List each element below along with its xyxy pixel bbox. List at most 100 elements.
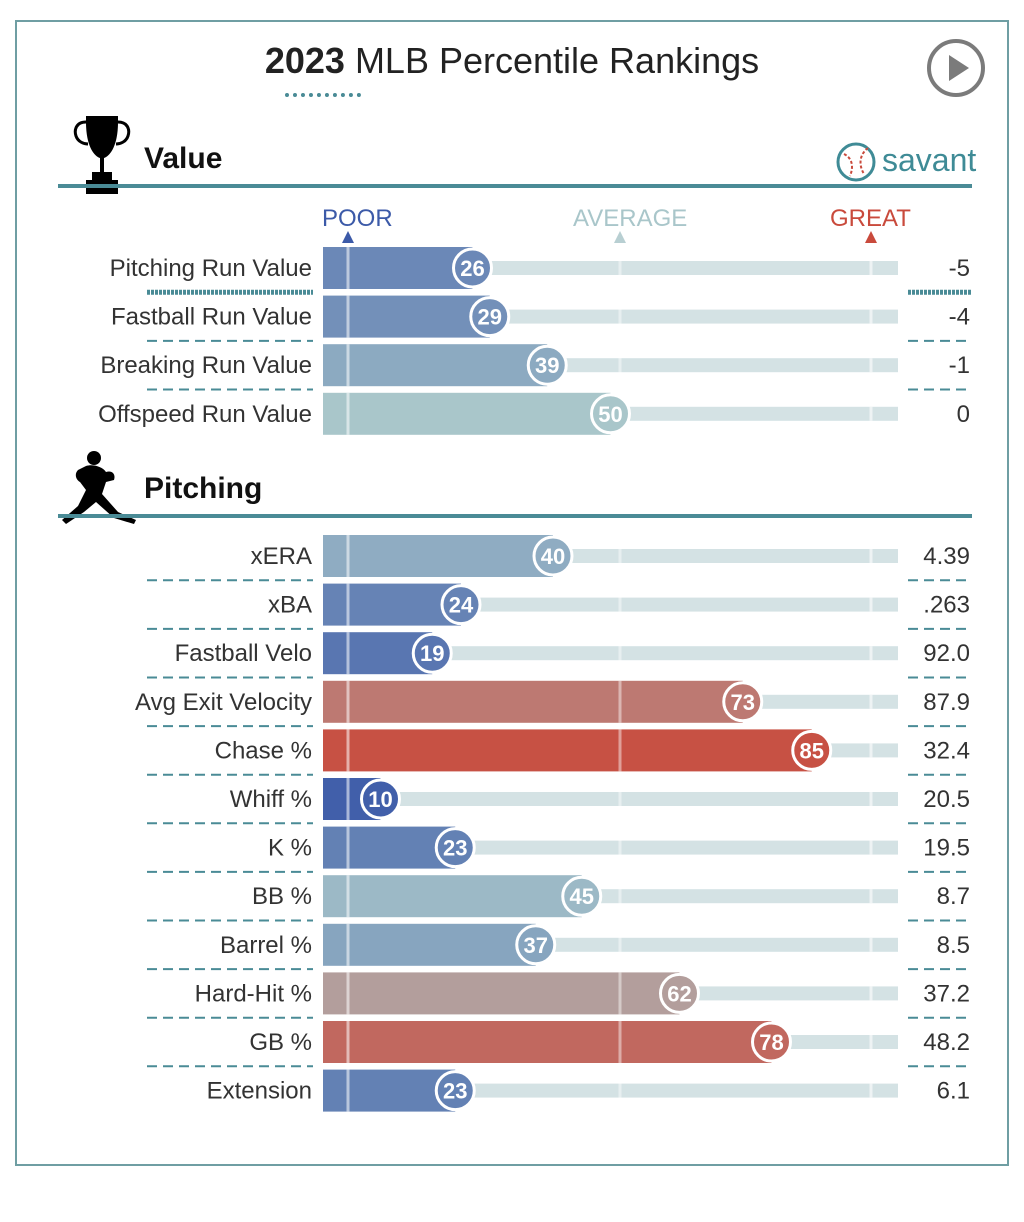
percentile-label: 24 (449, 593, 474, 618)
play-icon (949, 55, 969, 81)
metric-label: Fastball Velo (175, 640, 312, 667)
great-marker (865, 231, 877, 243)
baseball-icon (836, 142, 876, 182)
percentile-label: 45 (570, 884, 594, 909)
percentile-label: 78 (759, 1030, 783, 1055)
metric-value: -5 (949, 255, 970, 282)
percentile-bar (323, 1069, 456, 1112)
percentile-bar (323, 535, 553, 577)
average-marker (614, 231, 626, 243)
poor-marker (342, 231, 354, 243)
metric-label: Barrel % (220, 932, 312, 959)
percentile-bar (323, 729, 812, 772)
metric-label: Extension (207, 1078, 312, 1105)
percentile-bar (323, 295, 490, 338)
percentile-bubble (526, 344, 568, 386)
percentile-bubble (360, 778, 401, 820)
percentile-bubble (515, 924, 557, 966)
section-divider-pitching (58, 514, 972, 518)
percentile-bubble (590, 393, 631, 435)
page-title: 2023 MLB Percentile Rankings (0, 40, 1024, 82)
percentile-bubble (469, 296, 511, 338)
metric-label: Avg Exit Velocity (135, 689, 312, 716)
percentile-label: 23 (443, 1079, 467, 1104)
percentile-bar (323, 344, 548, 387)
metric-label: Whiff % (230, 786, 312, 813)
metric-value: 48.2 (923, 1029, 970, 1056)
metric-value: 19.5 (923, 835, 970, 862)
metric-value: 8.5 (937, 932, 970, 959)
percentile-bar (323, 875, 582, 918)
percentile-label: 50 (598, 402, 622, 427)
metric-label: Hard-Hit % (195, 980, 312, 1007)
section-title-pitching: Pitching (144, 472, 263, 505)
percentile-label: 62 (667, 981, 691, 1006)
percentile-label: 39 (535, 353, 559, 378)
percentile-bubble (659, 972, 700, 1014)
metric-value: -4 (949, 304, 970, 331)
metric-label: Fastball Run Value (111, 304, 312, 331)
metric-value: 92.0 (923, 640, 970, 667)
metric-value: .263 (923, 592, 970, 619)
brand-logo[interactable]: savant (882, 142, 977, 178)
percentile-label: 19 (420, 641, 444, 666)
metric-value: 20.5 (923, 786, 970, 813)
percentile-label: 73 (731, 690, 755, 715)
metric-value: 8.7 (937, 883, 970, 910)
percentile-bubble (411, 632, 453, 674)
percentile-label: 40 (541, 544, 565, 569)
metric-value: 37.2 (923, 980, 970, 1007)
percentile-bubble (452, 247, 493, 289)
metric-value: 4.39 (923, 543, 970, 570)
metric-value: 32.4 (923, 737, 970, 764)
legend-poor: POOR (322, 205, 393, 232)
percentile-bar (323, 923, 536, 966)
section-title-value: Value (144, 142, 223, 175)
title-underline (285, 93, 361, 100)
percentile-bubble (751, 1021, 792, 1063)
metric-value: 6.1 (937, 1078, 970, 1105)
title-year: 2023 (264, 40, 345, 81)
metric-label: K % (268, 835, 312, 862)
play-button[interactable] (926, 38, 986, 98)
percentile-bar (323, 680, 743, 723)
percentile-label: 85 (800, 738, 824, 763)
metric-label: Offspeed Run Value (98, 401, 312, 428)
metric-label: xBA (268, 592, 312, 619)
percentile-label: 37 (524, 933, 548, 958)
metric-label: GB % (249, 1029, 312, 1056)
percentile-bar (323, 583, 461, 626)
percentile-label: 10 (368, 787, 392, 812)
percentile-bubble (722, 681, 764, 723)
metric-label: Chase % (215, 737, 312, 764)
percentile-bar (323, 972, 680, 1015)
percentile-bar (323, 392, 611, 435)
percentile-bubble (434, 827, 476, 869)
metric-value: 0 (957, 401, 970, 428)
bar-track (323, 792, 898, 806)
section-divider-value (58, 184, 972, 188)
percentile-bubble (561, 875, 603, 917)
percentile-label: 23 (443, 836, 467, 861)
metric-value: 87.9 (923, 689, 970, 716)
legend-average: AVERAGE (573, 205, 688, 232)
legend-great: GREAT (830, 205, 911, 232)
percentile-bubble (532, 535, 574, 577)
title-text: MLB Percentile Rankings (344, 40, 760, 81)
pitcher-icon (62, 451, 136, 524)
metric-label: BB % (252, 883, 312, 910)
percentile-label: 26 (460, 256, 484, 281)
percentile-bubble (791, 729, 833, 771)
metric-value: -1 (949, 352, 970, 379)
percentile-bubble (434, 1070, 476, 1112)
percentile-bar (323, 1021, 772, 1063)
bar-track (323, 646, 898, 661)
percentile-bubble (440, 584, 482, 626)
metric-label: xERA (251, 543, 312, 570)
metric-label: Breaking Run Value (100, 352, 312, 379)
percentile-bar (323, 826, 456, 869)
percentile-label: 29 (478, 305, 502, 330)
percentile-bar (323, 247, 473, 289)
metric-label: Pitching Run Value (110, 255, 312, 282)
